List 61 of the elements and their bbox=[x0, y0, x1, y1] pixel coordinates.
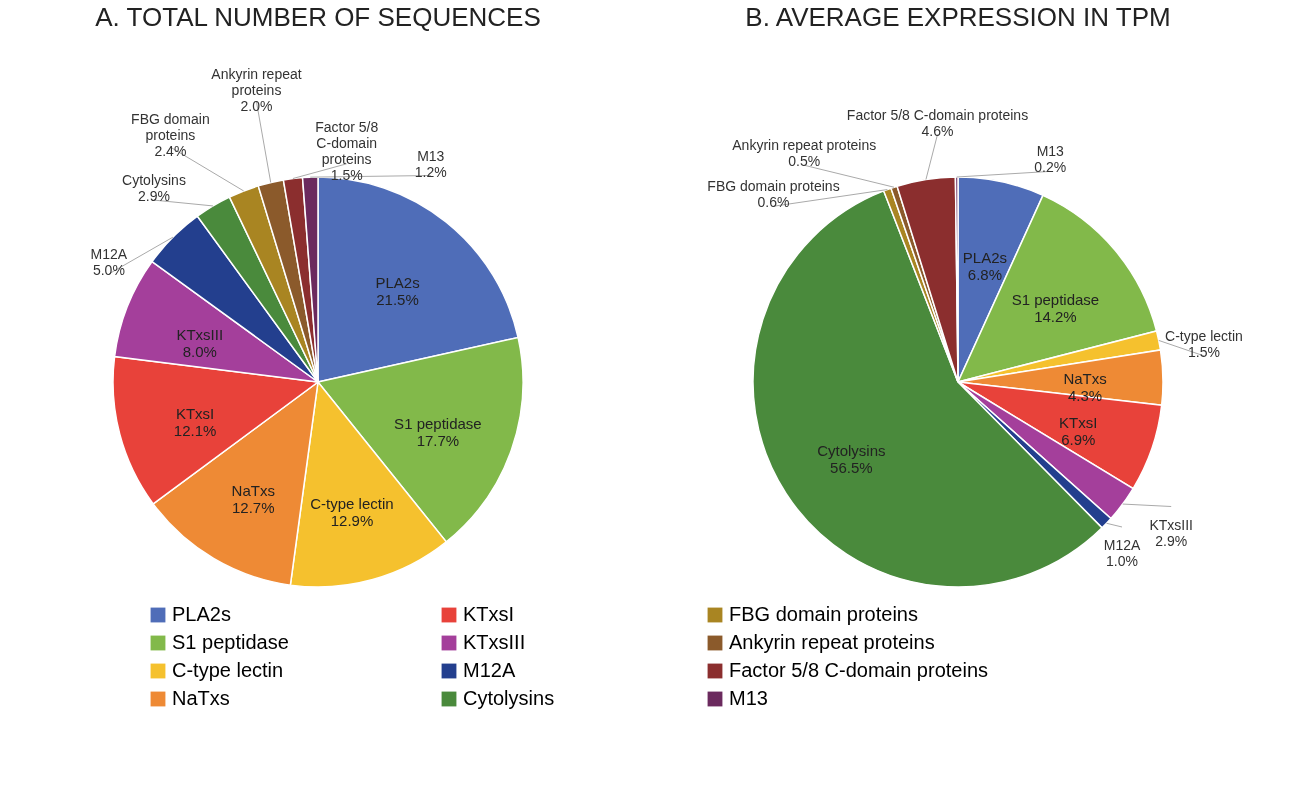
slice-label: S1 peptidase bbox=[1011, 291, 1100, 309]
slice-label: PLA2s bbox=[962, 248, 1008, 266]
slice-label: M12A bbox=[90, 245, 128, 262]
slice-label: FBG domain proteins bbox=[131, 110, 210, 143]
slice-label: M13 bbox=[1036, 143, 1065, 160]
slice-label: Ankyrin repeat proteins bbox=[732, 137, 877, 154]
slice-label: FBG domain proteins bbox=[707, 178, 840, 195]
data-label: 2.9% bbox=[1155, 532, 1188, 549]
legend-label: KTxsIII bbox=[463, 631, 526, 653]
data-label: 4.6% bbox=[921, 122, 954, 139]
slice-label: Factor 5/8 C-domain proteins bbox=[846, 106, 1029, 123]
slice-label: S1 peptidase bbox=[394, 415, 482, 433]
slice-label: PLA2s bbox=[375, 273, 420, 291]
data-label: 1.0% bbox=[1106, 553, 1138, 569]
data-label: 0.2% bbox=[1034, 159, 1067, 176]
data-label: 2.0% bbox=[240, 97, 273, 114]
data-label: 2.4% bbox=[154, 142, 187, 159]
slice-label: KTxsIII bbox=[176, 326, 224, 344]
legend-label: KTxsI bbox=[463, 603, 515, 625]
legend-label: S1 peptidase bbox=[172, 631, 289, 653]
data-label: 14.2% bbox=[1034, 308, 1077, 326]
chart-title: B. AVERAGE EXPRESSION IN TPM bbox=[745, 2, 1171, 32]
slice-label: KTxsI bbox=[175, 405, 215, 423]
slice-label: KTxsIII bbox=[1149, 516, 1193, 533]
legend-label: Ankyrin repeat proteins bbox=[729, 631, 935, 653]
data-label: 56.5% bbox=[830, 459, 873, 477]
data-label: 2.9% bbox=[138, 188, 170, 205]
data-label: 1.5% bbox=[1188, 343, 1220, 360]
data-label: 21.5% bbox=[376, 290, 419, 308]
data-label: 6.8% bbox=[967, 265, 1003, 283]
slice-label: KTxsI bbox=[1059, 414, 1098, 432]
slice-label: C-type lectin bbox=[310, 495, 394, 513]
slice-label: Factor 5/8 C-domain proteins bbox=[315, 118, 379, 167]
slice-label: C-type lectin bbox=[1165, 327, 1243, 344]
data-label: 12.9% bbox=[330, 512, 374, 530]
legend-label: M12A bbox=[463, 659, 516, 681]
legend-label: C-type lectin bbox=[172, 659, 284, 681]
slice-label: Cytolysins bbox=[122, 172, 186, 189]
legend-label: PLA2s bbox=[172, 603, 231, 625]
data-label: 0.5% bbox=[788, 153, 821, 170]
data-label: 5.0% bbox=[92, 261, 125, 278]
slice-label: M13 bbox=[417, 147, 445, 164]
chart-title: A. TOTAL NUMBER OF SEQUENCES bbox=[95, 2, 541, 32]
legend-label: FBG domain proteins bbox=[729, 603, 918, 625]
data-label: 12.7% bbox=[231, 499, 275, 517]
legend-label: Factor 5/8 C-domain proteins bbox=[729, 659, 989, 681]
data-label: 1.2% bbox=[414, 163, 447, 180]
data-label: 12.1% bbox=[173, 422, 217, 440]
data-label: 8.0% bbox=[182, 343, 217, 361]
slice-label: Ankyrin repeat proteins bbox=[211, 65, 302, 98]
data-label: 17.7% bbox=[416, 432, 460, 450]
data-label: 0.6% bbox=[757, 194, 790, 211]
legend-label: M13 bbox=[729, 687, 768, 709]
data-label: 1.5% bbox=[330, 166, 363, 183]
data-label: 6.9% bbox=[1061, 431, 1096, 449]
slice-label: M12A bbox=[1103, 537, 1141, 553]
slice-label: NaTxs bbox=[1063, 370, 1107, 388]
slice-label: NaTxs bbox=[231, 482, 275, 500]
slice-label: Cytolysins bbox=[817, 442, 886, 460]
legend-label: Cytolysins bbox=[463, 687, 555, 709]
legend-label: NaTxs bbox=[172, 687, 230, 709]
